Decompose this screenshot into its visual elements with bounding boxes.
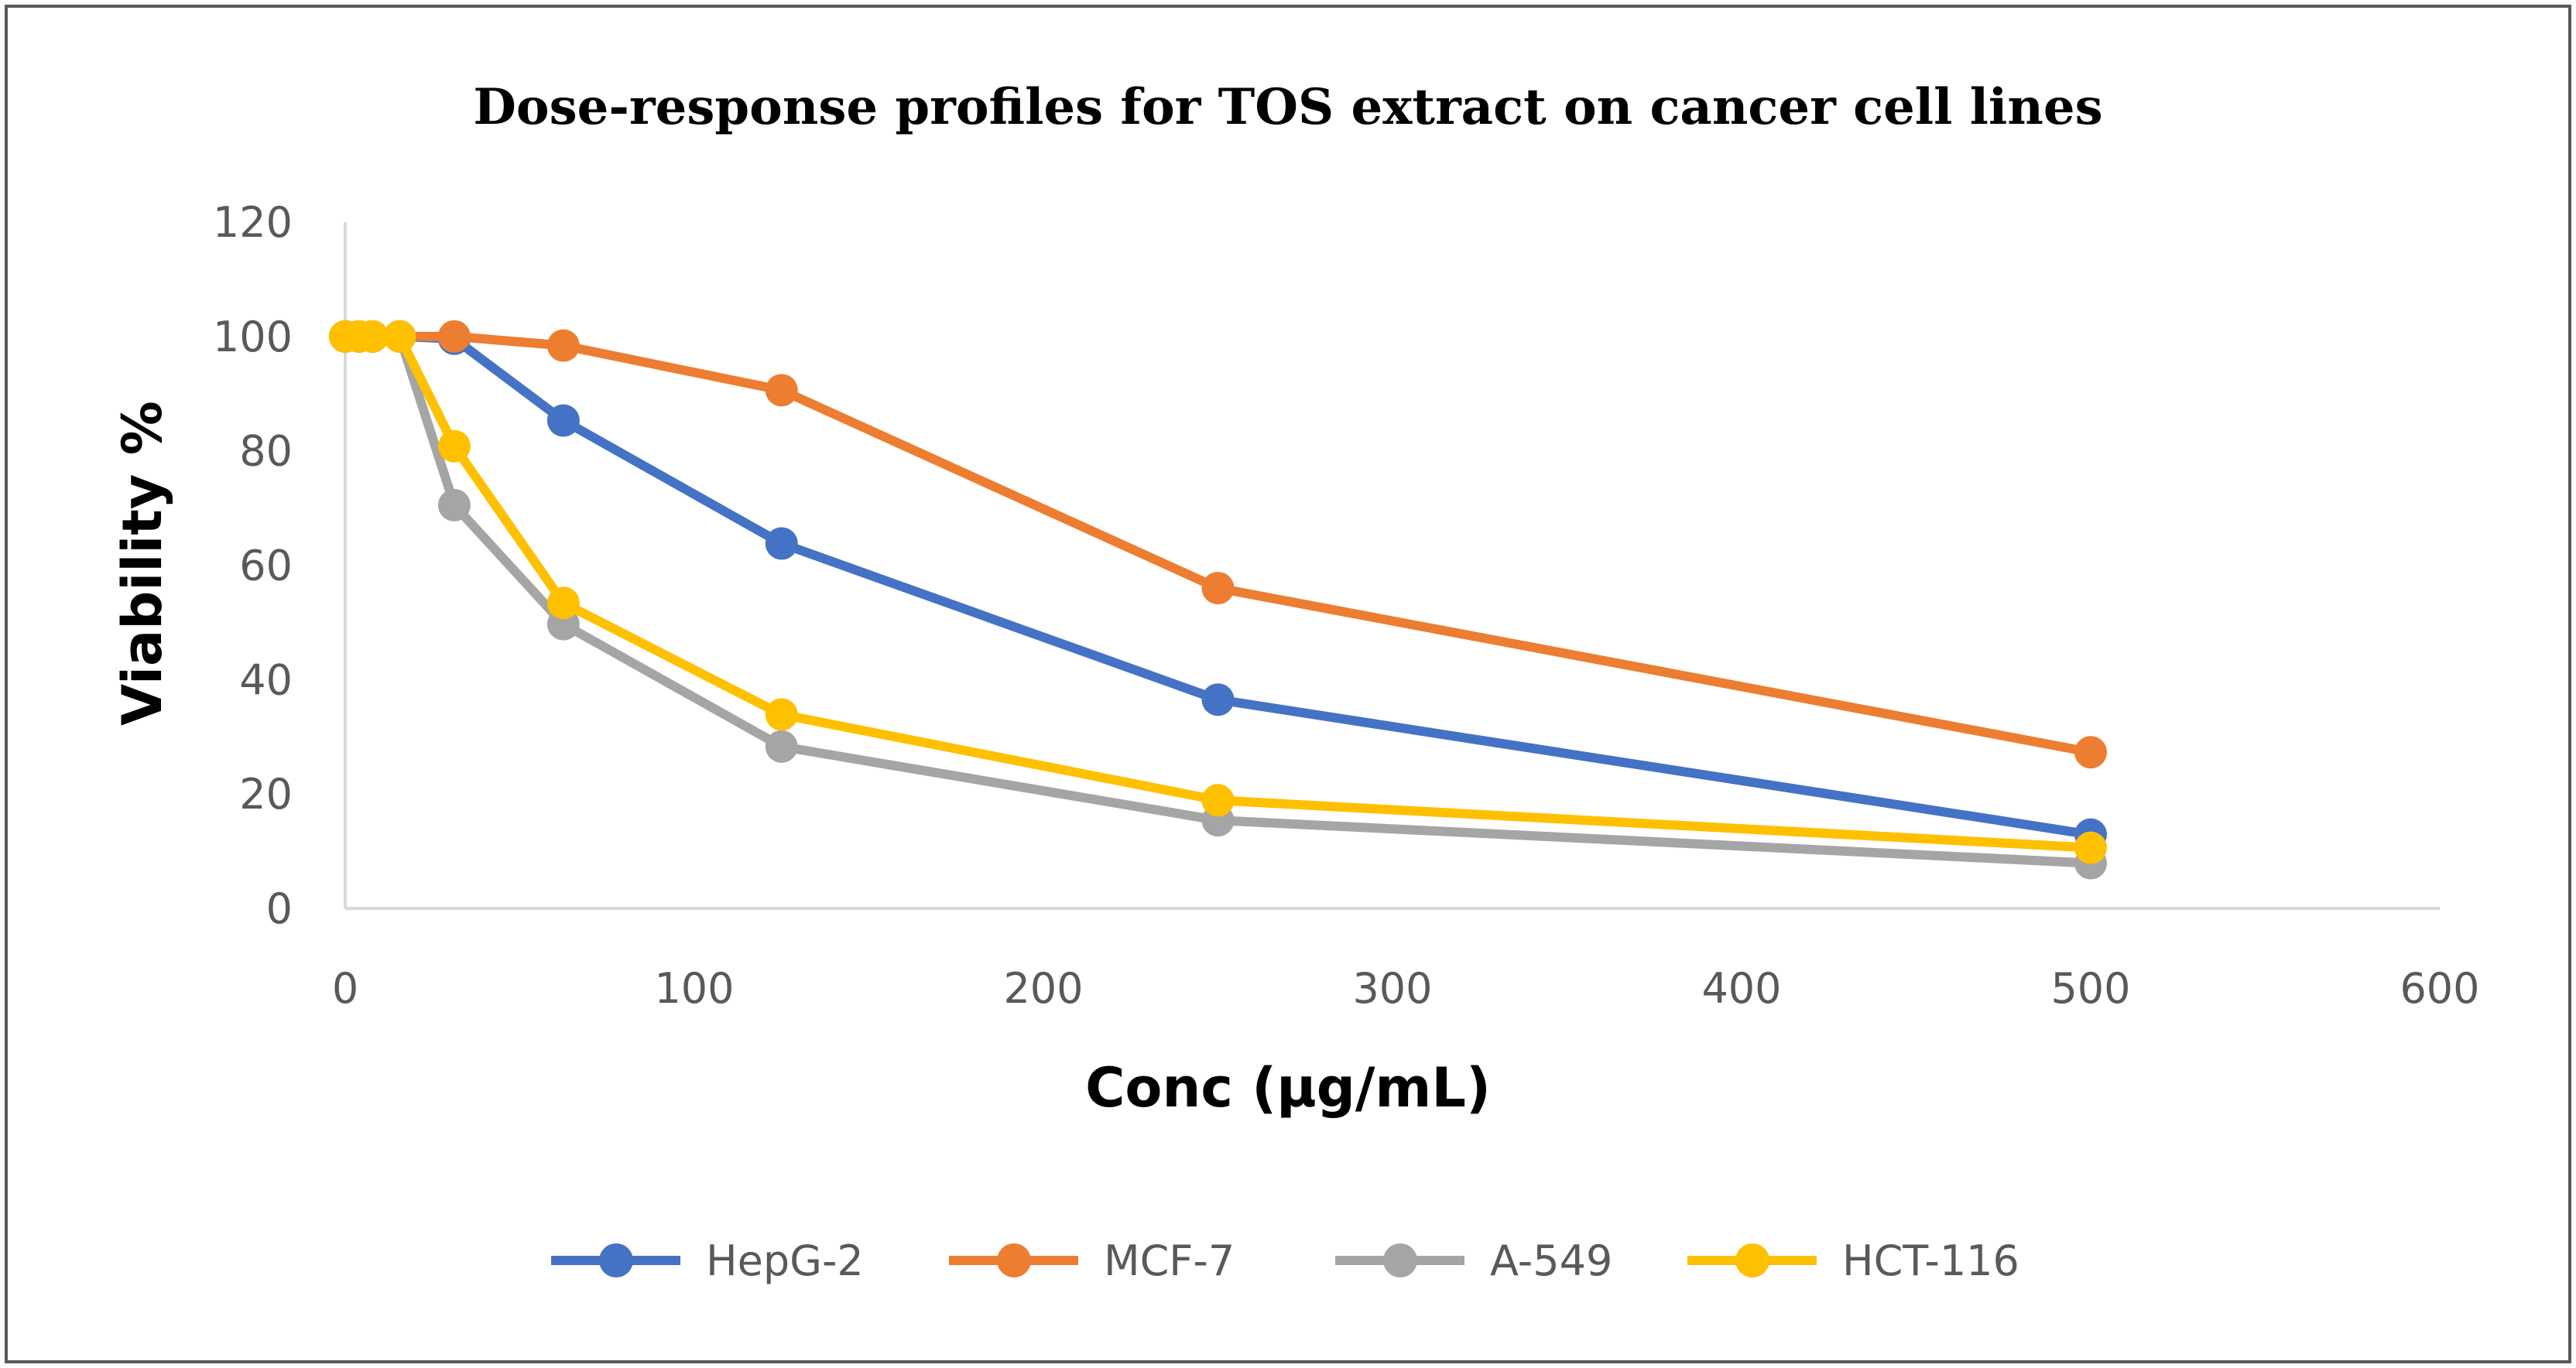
data-point bbox=[765, 730, 798, 763]
data-point bbox=[437, 429, 471, 463]
x-axis-title: Conc (µg/mL) bbox=[1085, 1056, 1491, 1120]
y-tick-label: 20 bbox=[239, 770, 293, 819]
x-tick-label: 300 bbox=[1352, 964, 1432, 1013]
data-point bbox=[383, 320, 416, 353]
x-tick-label: 100 bbox=[654, 964, 734, 1013]
data-point bbox=[546, 587, 580, 620]
x-tick-label: 400 bbox=[1701, 964, 1781, 1013]
legend-swatch-marker bbox=[1383, 1243, 1417, 1277]
legend-label: A-549 bbox=[1490, 1236, 1612, 1285]
legend-item: HepG-2 bbox=[551, 1236, 864, 1285]
data-point bbox=[2074, 831, 2107, 864]
data-point bbox=[765, 698, 798, 731]
legend-label: MCF-7 bbox=[1104, 1236, 1235, 1285]
data-point bbox=[1201, 683, 1235, 716]
x-tick-label: 0 bbox=[332, 964, 358, 1013]
legend-swatch-marker bbox=[1735, 1243, 1769, 1277]
data-point bbox=[546, 329, 580, 362]
legend-item: A-549 bbox=[1335, 1236, 1612, 1285]
x-tick-label: 200 bbox=[1003, 964, 1083, 1013]
series-hct-116 bbox=[329, 320, 2107, 864]
legend-item: MCF-7 bbox=[949, 1236, 1235, 1285]
series-group bbox=[329, 320, 2107, 880]
x-tick-label: 600 bbox=[2400, 964, 2479, 1013]
legend: HepG-2 MCF-7 A-549 HCT-116 bbox=[551, 1236, 2019, 1285]
data-point bbox=[2074, 736, 2107, 769]
y-tick-label: 0 bbox=[266, 884, 293, 933]
data-point bbox=[356, 320, 389, 353]
legend-label: HCT-116 bbox=[1842, 1236, 2019, 1285]
y-tick-label: 80 bbox=[239, 427, 293, 476]
x-tick-label: 500 bbox=[2050, 964, 2130, 1013]
y-tick-label: 100 bbox=[213, 313, 293, 361]
data-point bbox=[437, 488, 471, 522]
data-point bbox=[546, 404, 580, 437]
data-point bbox=[765, 527, 798, 560]
chart-frame bbox=[5, 5, 2571, 1363]
data-point bbox=[1201, 572, 1235, 605]
legend-label: HepG-2 bbox=[706, 1236, 864, 1285]
data-point bbox=[437, 320, 471, 353]
y-tick-label: 40 bbox=[239, 655, 293, 704]
legend-swatch-marker bbox=[997, 1243, 1031, 1277]
data-point bbox=[765, 374, 798, 407]
data-point bbox=[1201, 784, 1235, 817]
y-axis-title: Viability % bbox=[111, 401, 174, 726]
y-tick-label: 120 bbox=[213, 198, 293, 247]
legend-item: HCT-116 bbox=[1687, 1236, 2019, 1285]
axes: 0 20 40 60 80 100 120 0 100 200 300 400 500 600 bbox=[213, 198, 2480, 1013]
legend-swatch-marker bbox=[599, 1243, 633, 1277]
y-tick-label: 60 bbox=[239, 542, 293, 590]
chart-title: Dose-response profiles for TOS extract o… bbox=[473, 78, 2102, 136]
